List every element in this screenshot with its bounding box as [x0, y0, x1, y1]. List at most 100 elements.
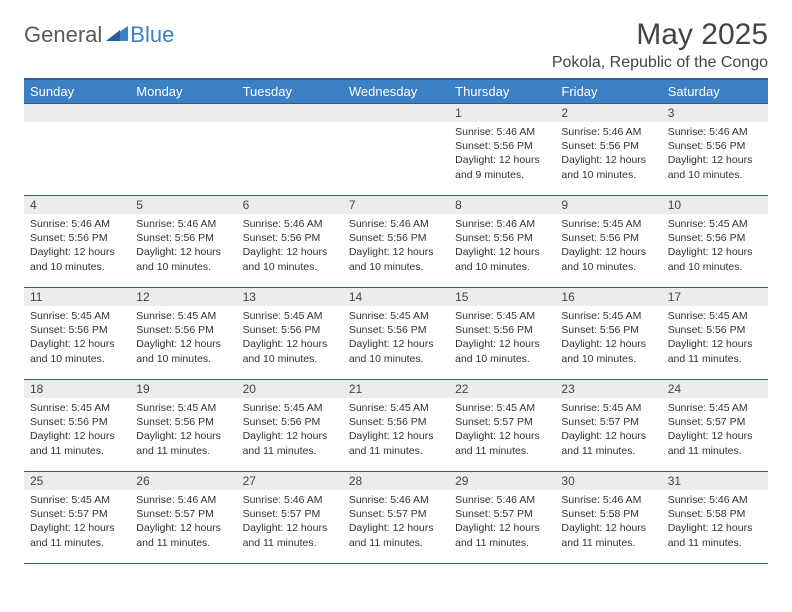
day-details: Sunrise: 5:45 AMSunset: 5:56 PMDaylight:… [555, 214, 661, 280]
day-number: 6 [237, 196, 343, 214]
day-details: Sunrise: 5:46 AMSunset: 5:56 PMDaylight:… [449, 122, 555, 188]
day-number-empty [237, 104, 343, 122]
day-number: 19 [130, 380, 236, 398]
day-number: 23 [555, 380, 661, 398]
day-number: 26 [130, 472, 236, 490]
calendar-day: 28Sunrise: 5:46 AMSunset: 5:57 PMDayligh… [343, 472, 449, 564]
calendar-day: 7Sunrise: 5:46 AMSunset: 5:56 PMDaylight… [343, 196, 449, 288]
calendar-day: 20Sunrise: 5:45 AMSunset: 5:56 PMDayligh… [237, 380, 343, 472]
day-number: 11 [24, 288, 130, 306]
day-details: Sunrise: 5:45 AMSunset: 5:56 PMDaylight:… [24, 306, 130, 372]
day-details: Sunrise: 5:45 AMSunset: 5:56 PMDaylight:… [343, 306, 449, 372]
day-number: 14 [343, 288, 449, 306]
day-details: Sunrise: 5:45 AMSunset: 5:56 PMDaylight:… [555, 306, 661, 372]
day-details: Sunrise: 5:46 AMSunset: 5:56 PMDaylight:… [449, 214, 555, 280]
calendar-day-empty [237, 104, 343, 196]
day-details: Sunrise: 5:46 AMSunset: 5:56 PMDaylight:… [555, 122, 661, 188]
calendar-week: 4Sunrise: 5:46 AMSunset: 5:56 PMDaylight… [24, 196, 768, 288]
calendar-day: 12Sunrise: 5:45 AMSunset: 5:56 PMDayligh… [130, 288, 236, 380]
day-number: 4 [24, 196, 130, 214]
day-number-empty [343, 104, 449, 122]
calendar-day-empty [130, 104, 236, 196]
calendar-day: 17Sunrise: 5:45 AMSunset: 5:56 PMDayligh… [662, 288, 768, 380]
calendar-day: 14Sunrise: 5:45 AMSunset: 5:56 PMDayligh… [343, 288, 449, 380]
day-number: 3 [662, 104, 768, 122]
calendar-day: 19Sunrise: 5:45 AMSunset: 5:56 PMDayligh… [130, 380, 236, 472]
day-number: 12 [130, 288, 236, 306]
day-header: Saturday [662, 79, 768, 104]
day-details: Sunrise: 5:46 AMSunset: 5:58 PMDaylight:… [662, 490, 768, 556]
calendar-day: 6Sunrise: 5:46 AMSunset: 5:56 PMDaylight… [237, 196, 343, 288]
day-details: Sunrise: 5:46 AMSunset: 5:56 PMDaylight:… [24, 214, 130, 280]
day-details: Sunrise: 5:46 AMSunset: 5:58 PMDaylight:… [555, 490, 661, 556]
day-number: 17 [662, 288, 768, 306]
day-number: 2 [555, 104, 661, 122]
day-number: 28 [343, 472, 449, 490]
brand-part2: Blue [130, 22, 174, 48]
day-number: 7 [343, 196, 449, 214]
month-title: May 2025 [552, 18, 768, 52]
calendar-day: 27Sunrise: 5:46 AMSunset: 5:57 PMDayligh… [237, 472, 343, 564]
calendar-day: 31Sunrise: 5:46 AMSunset: 5:58 PMDayligh… [662, 472, 768, 564]
calendar-week: 25Sunrise: 5:45 AMSunset: 5:57 PMDayligh… [24, 472, 768, 564]
location-label: Pokola, Republic of the Congo [552, 54, 768, 72]
day-details: Sunrise: 5:46 AMSunset: 5:57 PMDaylight:… [343, 490, 449, 556]
day-number: 5 [130, 196, 236, 214]
calendar-day: 13Sunrise: 5:45 AMSunset: 5:56 PMDayligh… [237, 288, 343, 380]
day-details: Sunrise: 5:45 AMSunset: 5:56 PMDaylight:… [237, 306, 343, 372]
day-details: Sunrise: 5:45 AMSunset: 5:56 PMDaylight:… [449, 306, 555, 372]
calendar-day: 1Sunrise: 5:46 AMSunset: 5:56 PMDaylight… [449, 104, 555, 196]
day-header-row: SundayMondayTuesdayWednesdayThursdayFrid… [24, 79, 768, 104]
calendar-day: 11Sunrise: 5:45 AMSunset: 5:56 PMDayligh… [24, 288, 130, 380]
calendar-day: 23Sunrise: 5:45 AMSunset: 5:57 PMDayligh… [555, 380, 661, 472]
day-header: Friday [555, 79, 661, 104]
calendar-week: 18Sunrise: 5:45 AMSunset: 5:56 PMDayligh… [24, 380, 768, 472]
day-header: Sunday [24, 79, 130, 104]
day-number: 8 [449, 196, 555, 214]
day-number: 30 [555, 472, 661, 490]
day-number: 10 [662, 196, 768, 214]
calendar-day-empty [24, 104, 130, 196]
calendar-day: 9Sunrise: 5:45 AMSunset: 5:56 PMDaylight… [555, 196, 661, 288]
day-details: Sunrise: 5:45 AMSunset: 5:56 PMDaylight:… [24, 398, 130, 464]
day-number: 1 [449, 104, 555, 122]
calendar-day: 22Sunrise: 5:45 AMSunset: 5:57 PMDayligh… [449, 380, 555, 472]
title-block: May 2025 Pokola, Republic of the Congo [552, 18, 768, 72]
day-number: 21 [343, 380, 449, 398]
day-details: Sunrise: 5:45 AMSunset: 5:57 PMDaylight:… [24, 490, 130, 556]
brand-part1: General [24, 22, 102, 48]
calendar-table: SundayMondayTuesdayWednesdayThursdayFrid… [24, 78, 768, 564]
day-header: Tuesday [237, 79, 343, 104]
day-details: Sunrise: 5:46 AMSunset: 5:56 PMDaylight:… [237, 214, 343, 280]
day-details: Sunrise: 5:45 AMSunset: 5:56 PMDaylight:… [130, 398, 236, 464]
calendar-day-empty [343, 104, 449, 196]
day-number: 24 [662, 380, 768, 398]
calendar-day: 16Sunrise: 5:45 AMSunset: 5:56 PMDayligh… [555, 288, 661, 380]
calendar-day: 21Sunrise: 5:45 AMSunset: 5:56 PMDayligh… [343, 380, 449, 472]
calendar-body: 1Sunrise: 5:46 AMSunset: 5:56 PMDaylight… [24, 104, 768, 564]
calendar-day: 30Sunrise: 5:46 AMSunset: 5:58 PMDayligh… [555, 472, 661, 564]
calendar-day: 25Sunrise: 5:45 AMSunset: 5:57 PMDayligh… [24, 472, 130, 564]
calendar-day: 24Sunrise: 5:45 AMSunset: 5:57 PMDayligh… [662, 380, 768, 472]
day-number: 31 [662, 472, 768, 490]
day-number: 29 [449, 472, 555, 490]
day-number: 16 [555, 288, 661, 306]
day-header: Wednesday [343, 79, 449, 104]
calendar-day: 5Sunrise: 5:46 AMSunset: 5:56 PMDaylight… [130, 196, 236, 288]
day-number: 18 [24, 380, 130, 398]
day-details: Sunrise: 5:46 AMSunset: 5:56 PMDaylight:… [343, 214, 449, 280]
day-details: Sunrise: 5:45 AMSunset: 5:56 PMDaylight:… [662, 306, 768, 372]
calendar-day: 15Sunrise: 5:45 AMSunset: 5:56 PMDayligh… [449, 288, 555, 380]
header: General Blue May 2025 Pokola, Republic o… [24, 18, 768, 72]
calendar-day: 8Sunrise: 5:46 AMSunset: 5:56 PMDaylight… [449, 196, 555, 288]
day-details: Sunrise: 5:46 AMSunset: 5:57 PMDaylight:… [449, 490, 555, 556]
calendar-day: 29Sunrise: 5:46 AMSunset: 5:57 PMDayligh… [449, 472, 555, 564]
day-header: Thursday [449, 79, 555, 104]
day-details: Sunrise: 5:45 AMSunset: 5:57 PMDaylight:… [662, 398, 768, 464]
calendar-week: 11Sunrise: 5:45 AMSunset: 5:56 PMDayligh… [24, 288, 768, 380]
calendar-week: 1Sunrise: 5:46 AMSunset: 5:56 PMDaylight… [24, 104, 768, 196]
day-details: Sunrise: 5:46 AMSunset: 5:56 PMDaylight:… [130, 214, 236, 280]
calendar-day: 26Sunrise: 5:46 AMSunset: 5:57 PMDayligh… [130, 472, 236, 564]
day-number: 25 [24, 472, 130, 490]
day-number: 13 [237, 288, 343, 306]
